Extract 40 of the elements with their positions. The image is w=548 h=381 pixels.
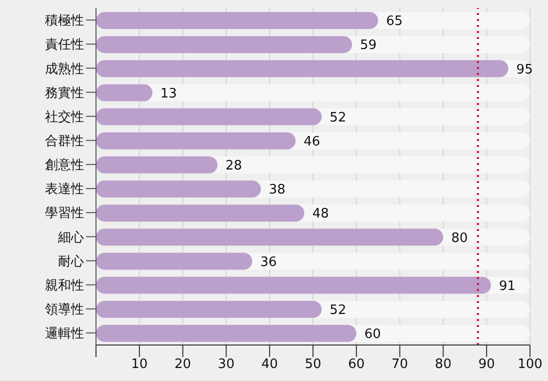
- y-tick-label: 耐心: [58, 253, 84, 270]
- y-tick-label: 責任性: [45, 38, 84, 53]
- x-tick-label: 50: [304, 357, 322, 372]
- y-tick-label: 創意性: [45, 158, 84, 174]
- y-tick-label: 學習性: [45, 206, 84, 222]
- x-tick-label: 10: [131, 357, 148, 372]
- y-tick-label: 親和性: [45, 278, 84, 294]
- y-tick-label: 社交性: [45, 108, 84, 125]
- x-tick-label: 20: [174, 357, 192, 372]
- data-label: 28: [226, 158, 242, 174]
- data-label: 48: [312, 206, 329, 222]
- data-label: 91: [498, 278, 516, 294]
- y-tick-label: 邏輯性: [45, 326, 84, 342]
- data-label: 60: [364, 327, 381, 342]
- y-tick-label: 表達性: [45, 182, 84, 198]
- y-tick-label: 積極性: [45, 14, 84, 29]
- data-label: 59: [360, 38, 377, 54]
- y-tick-label: 細心: [57, 229, 84, 246]
- y-tick-label: 成熟性: [45, 62, 84, 77]
- data-label: 52: [330, 302, 346, 318]
- x-tick-label: 70: [392, 357, 408, 372]
- data-label: 65: [386, 14, 403, 30]
- x-tick-label: 60: [348, 357, 365, 372]
- y-tick-label: 務實性: [45, 86, 84, 101]
- y-tick-label: 領導性: [45, 302, 84, 318]
- data-label: 95: [516, 62, 533, 78]
- x-tick-label: 40: [261, 357, 278, 372]
- data-label: 13: [160, 86, 177, 102]
- data-label: 80: [451, 230, 468, 246]
- x-tick-label: 100: [518, 357, 542, 372]
- x-tick-label: 30: [218, 357, 234, 372]
- x-tick-label: 90: [478, 357, 495, 372]
- data-label: 46: [304, 134, 320, 150]
- data-label: 38: [268, 182, 286, 198]
- data-label: 36: [260, 254, 277, 270]
- data-label: 52: [330, 110, 346, 126]
- bar: [96, 84, 152, 102]
- bar: [96, 156, 218, 174]
- y-tick-label: 合群性: [45, 134, 84, 150]
- x-tick-label: 80: [434, 357, 452, 372]
